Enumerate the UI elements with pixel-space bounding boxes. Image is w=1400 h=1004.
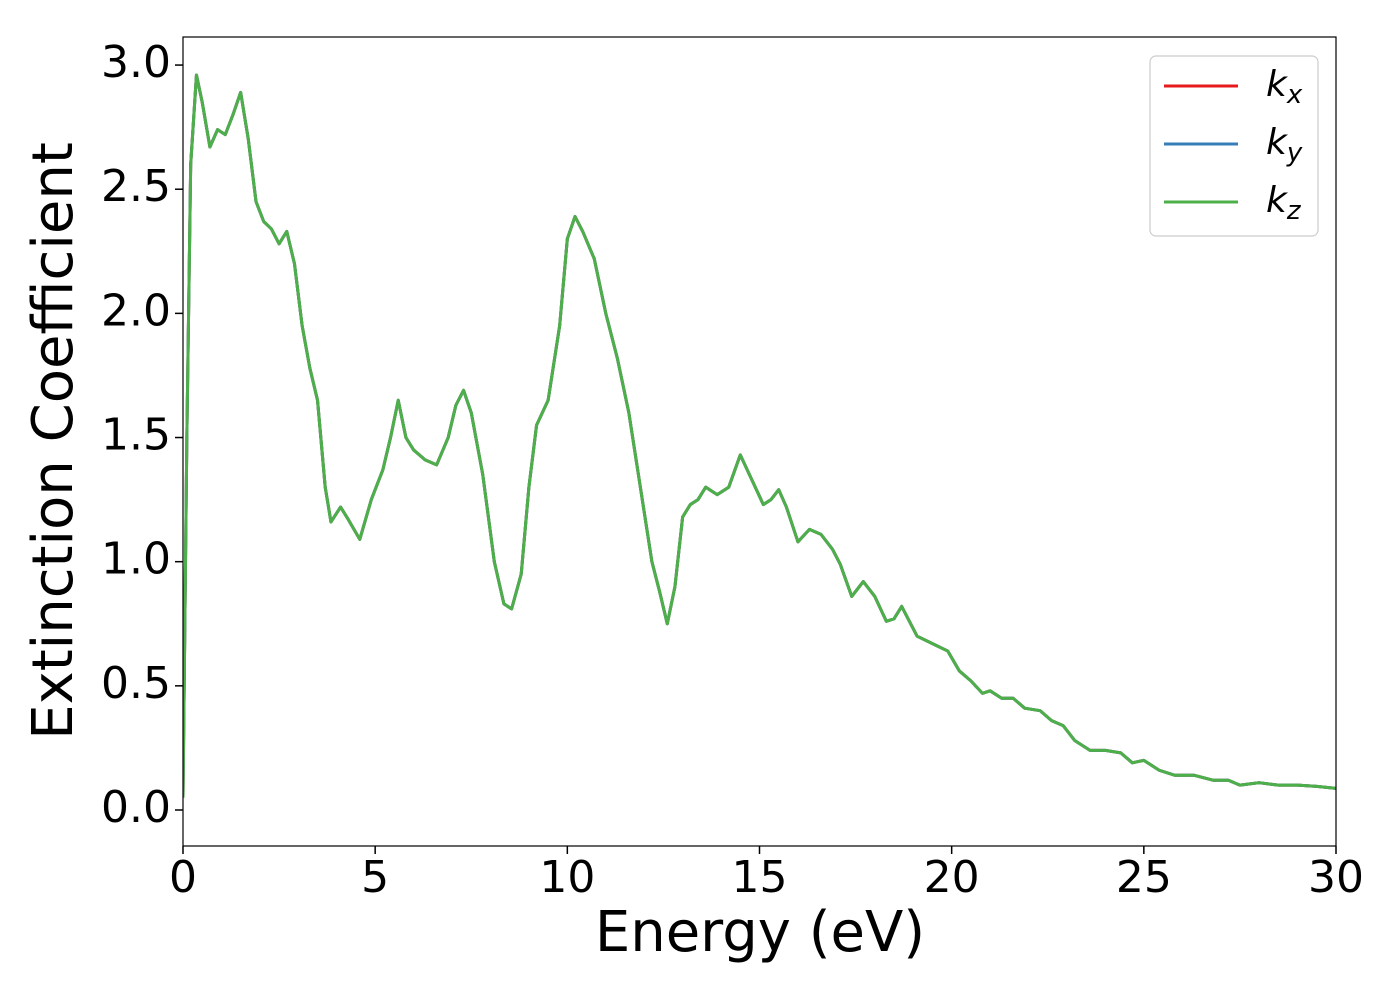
legend-label-main: k (1266, 122, 1289, 163)
legend-label: kz (1266, 180, 1302, 226)
x-tick-label: 30 (1308, 852, 1364, 903)
y-tick-label: 1.0 (101, 534, 171, 585)
series-line (183, 73, 1336, 798)
plot-frame (182, 36, 1337, 847)
x-tick-label: 10 (539, 852, 595, 903)
legend-label: ky (1266, 122, 1303, 168)
x-tick-label: 20 (924, 852, 980, 903)
legend-label-sub: z (1286, 196, 1302, 226)
y-tick-label: 2.0 (101, 285, 171, 336)
legend-label-sub: y (1286, 138, 1303, 168)
x-tick-label: 5 (361, 852, 389, 903)
y-tick-label: 0.5 (101, 658, 171, 709)
x-tick-label: 25 (1116, 852, 1172, 903)
y-tick-label: 1.5 (101, 410, 171, 461)
legend-label-main: k (1266, 180, 1289, 221)
y-tick-label: 3.0 (101, 37, 171, 88)
y-tick-label: 2.5 (101, 161, 171, 212)
legend-label: kx (1266, 64, 1303, 110)
x-axis-title: Energy (eV) (595, 900, 925, 965)
legend-label-sub: x (1286, 80, 1303, 110)
x-tick-label: 15 (732, 852, 788, 903)
x-tick-label: 0 (169, 852, 197, 903)
legend-label-main: k (1266, 64, 1289, 105)
y-tick-label: 0.0 (101, 782, 171, 833)
y-axis-title: Extinction Coefficient (21, 142, 86, 740)
legend-box (1149, 55, 1319, 237)
